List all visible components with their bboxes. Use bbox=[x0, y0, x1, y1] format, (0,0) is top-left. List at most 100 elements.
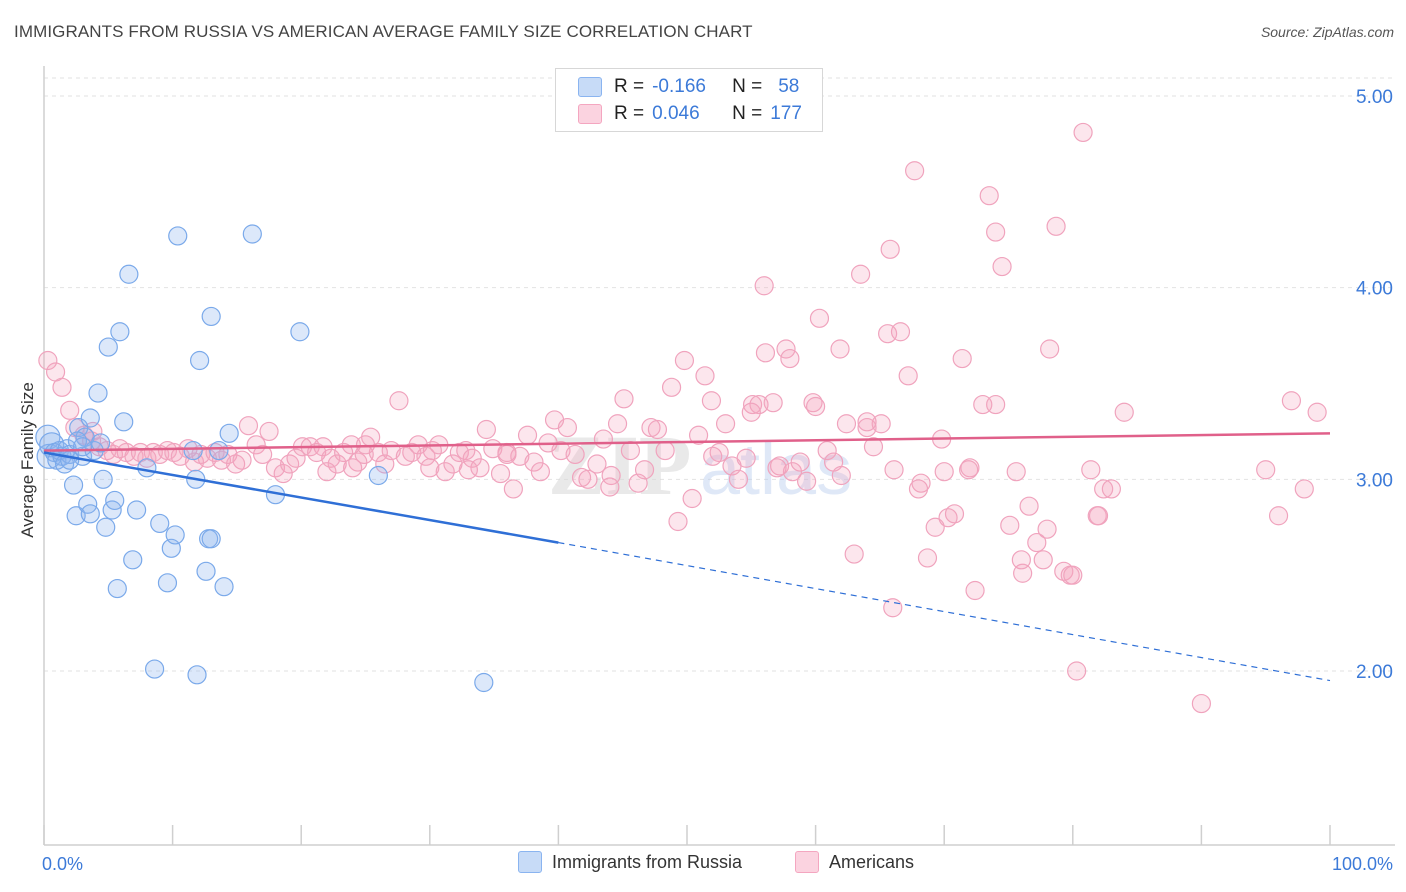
data-point-americans bbox=[688, 425, 709, 445]
data-point-russia bbox=[126, 500, 147, 520]
data-point-russia bbox=[474, 672, 494, 693]
n-label: N = bbox=[732, 76, 763, 97]
data-point-americans bbox=[857, 412, 877, 432]
data-point-americans bbox=[1281, 391, 1302, 411]
data-point-americans bbox=[925, 517, 945, 537]
r-value: 0.046 bbox=[652, 103, 700, 124]
x-tick-label-max: 100.0% bbox=[1332, 854, 1393, 874]
trend-lines bbox=[43, 432, 1331, 682]
watermark-atlas: atlas bbox=[700, 430, 852, 510]
data-point-russia bbox=[114, 412, 134, 432]
legend-item-russia[interactable]: Immigrants from Russia bbox=[518, 851, 742, 873]
data-point-russia bbox=[150, 513, 170, 534]
data-point-americans bbox=[965, 580, 985, 601]
data-point-americans bbox=[661, 377, 682, 397]
data-point-russia bbox=[88, 383, 108, 403]
y-tick-label: 4.00 bbox=[1356, 279, 1393, 300]
data-point-americans bbox=[986, 394, 1006, 415]
data-point-americans bbox=[908, 479, 929, 499]
data-point-americans bbox=[1067, 661, 1087, 681]
data-point-americans bbox=[754, 276, 774, 296]
data-point-russia bbox=[201, 529, 221, 549]
data-point-americans bbox=[1027, 532, 1047, 553]
data-point-americans bbox=[776, 339, 796, 359]
americans-points bbox=[38, 122, 1327, 714]
data-point-americans bbox=[871, 414, 891, 434]
source-credit: Source: ZipAtlas.com bbox=[1260, 24, 1394, 40]
data-point-russia bbox=[119, 264, 139, 284]
data-point-americans bbox=[1006, 462, 1026, 482]
data-point-americans bbox=[286, 448, 306, 468]
data-point-americans bbox=[232, 450, 252, 470]
data-point-americans bbox=[960, 458, 980, 478]
data-point-russia bbox=[72, 437, 93, 457]
data-point-russia bbox=[105, 490, 125, 511]
data-point-russia bbox=[90, 433, 111, 453]
data-point-americans bbox=[317, 462, 337, 482]
data-point-russia bbox=[368, 465, 388, 486]
data-point-americans bbox=[1000, 515, 1020, 535]
data-point-russia bbox=[137, 458, 157, 478]
data-point-americans bbox=[1063, 565, 1083, 585]
data-point-americans bbox=[851, 264, 871, 284]
data-point-americans bbox=[1307, 402, 1327, 422]
data-point-russia bbox=[63, 475, 84, 495]
data-point-americans bbox=[767, 458, 787, 478]
data-point-americans bbox=[863, 437, 884, 457]
data-point-americans bbox=[593, 429, 614, 449]
data-point-americans bbox=[389, 391, 409, 411]
data-point-russia bbox=[93, 469, 113, 489]
data-point-americans bbox=[1033, 550, 1053, 570]
tick-labels: 2.00 3.00 4.00 5.00 0.0% 100.0% bbox=[42, 87, 1393, 874]
data-point-americans bbox=[782, 462, 803, 482]
stats-row-russia: R = -0.166 N = 58 bbox=[578, 75, 799, 99]
data-point-americans bbox=[952, 348, 972, 369]
stats-box: R = -0.166 N = 58 R = 0.046 N = 177 bbox=[555, 68, 823, 132]
data-point-americans bbox=[420, 458, 440, 478]
data-point-americans bbox=[1191, 693, 1212, 714]
data-point-americans bbox=[348, 452, 368, 472]
data-point-russia bbox=[290, 322, 310, 342]
data-point-americans bbox=[60, 400, 80, 420]
data-point-americans bbox=[715, 414, 736, 434]
n-value: 177 bbox=[770, 103, 802, 124]
data-point-americans bbox=[497, 442, 517, 463]
data-point-americans bbox=[246, 435, 266, 455]
data-point-americans bbox=[1081, 460, 1101, 480]
data-point-americans bbox=[1037, 519, 1057, 539]
legend-label-russia: Immigrants from Russia bbox=[552, 851, 743, 872]
data-point-americans bbox=[458, 460, 478, 480]
y-tick-label: 2.00 bbox=[1356, 662, 1393, 683]
data-point-russia bbox=[144, 659, 165, 679]
data-point-americans bbox=[614, 389, 634, 409]
data-point-russia bbox=[165, 525, 185, 545]
data-point-americans bbox=[1088, 506, 1109, 526]
data-point-americans bbox=[273, 463, 293, 484]
n-label: N = bbox=[732, 103, 763, 124]
data-point-russia bbox=[168, 226, 188, 246]
data-point-russia bbox=[66, 506, 86, 526]
data-point-americans bbox=[578, 469, 598, 489]
data-point-americans bbox=[476, 419, 496, 440]
legend-swatch-americans bbox=[795, 851, 819, 873]
data-point-americans bbox=[763, 393, 783, 413]
data-point-russia bbox=[183, 440, 203, 461]
data-point-russia bbox=[209, 440, 229, 461]
data-point-americans bbox=[736, 448, 756, 468]
data-point-russia bbox=[60, 450, 80, 470]
russia-points bbox=[35, 224, 494, 693]
data-point-russia bbox=[196, 561, 216, 581]
data-point-americans bbox=[668, 511, 688, 532]
data-point-americans bbox=[38, 350, 58, 371]
legend-item-americans[interactable]: Americans bbox=[795, 851, 914, 873]
data-point-americans bbox=[805, 396, 826, 417]
data-point-americans bbox=[1011, 550, 1031, 570]
data-point-russia bbox=[80, 504, 100, 524]
data-point-americans bbox=[524, 452, 544, 472]
data-point-americans bbox=[530, 462, 550, 482]
data-point-americans bbox=[557, 417, 578, 438]
data-point-russia bbox=[201, 306, 221, 327]
data-point-americans bbox=[402, 442, 422, 463]
data-point-americans bbox=[817, 440, 837, 461]
r-label: R = bbox=[614, 76, 645, 97]
